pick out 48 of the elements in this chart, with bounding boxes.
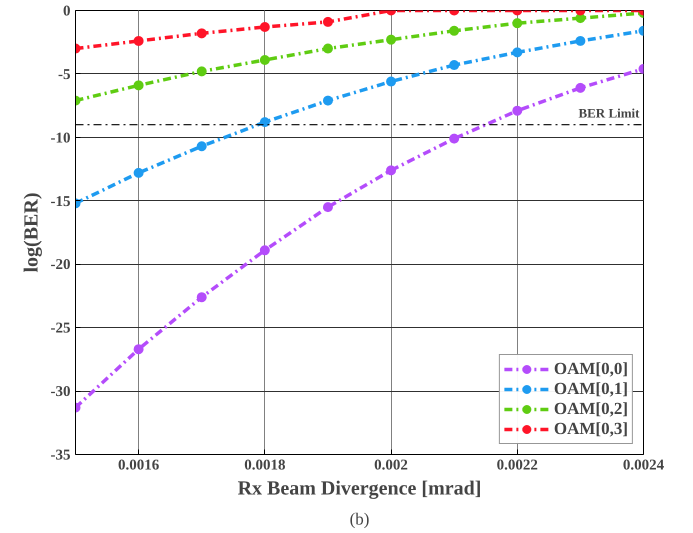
point — [134, 36, 144, 46]
y-tick-label: -10 — [50, 130, 71, 146]
point — [386, 165, 396, 176]
point — [322, 44, 333, 54]
legend-label: OAM[0,2] — [554, 399, 628, 419]
point — [322, 16, 333, 27]
y-tick-label: -25 — [50, 320, 71, 337]
y-tick-label: -5 — [58, 66, 71, 83]
y-tick-label: -30 — [50, 384, 71, 400]
point — [575, 36, 586, 46]
point — [449, 60, 460, 70]
point — [196, 28, 207, 38]
point — [512, 106, 522, 116]
text: (b) — [350, 510, 370, 528]
point — [322, 96, 333, 106]
point — [134, 168, 144, 178]
point — [449, 26, 460, 36]
point — [512, 18, 522, 28]
ref-line-label: BER Limit — [578, 106, 640, 121]
x-axis-title: Rx Beam Divergence [mrad] — [238, 478, 482, 500]
legend-label: OAM[0,0] — [554, 359, 628, 379]
y-axis-title: log(BER) — [20, 192, 43, 272]
point — [260, 117, 270, 128]
y-tick-label: -20 — [50, 257, 71, 274]
point — [322, 202, 333, 212]
point — [512, 47, 522, 58]
point — [260, 22, 270, 32]
point — [134, 344, 144, 354]
point — [134, 80, 144, 90]
point — [260, 245, 270, 256]
point — [196, 141, 207, 152]
point — [575, 82, 586, 93]
x-tick-label: 0.0022 — [496, 458, 538, 474]
point — [386, 76, 396, 87]
x-tick-label: 0.0018 — [244, 458, 286, 474]
x-tick-label: 0.0024 — [622, 458, 665, 474]
x-tick-label: 0.0016 — [118, 458, 160, 474]
y-tick-label: -15 — [50, 194, 71, 210]
point — [196, 66, 207, 76]
y-tick-label: -35 — [50, 448, 71, 464]
legend-label: OAM[0,3] — [554, 419, 628, 439]
point — [196, 292, 207, 302]
point — [386, 34, 396, 45]
legend-label: OAM[0,1] — [554, 379, 628, 399]
point — [260, 54, 270, 65]
x-tick-label: 0.002 — [374, 458, 408, 474]
point — [449, 134, 460, 144]
y-tick-label: 0 — [63, 4, 70, 20]
